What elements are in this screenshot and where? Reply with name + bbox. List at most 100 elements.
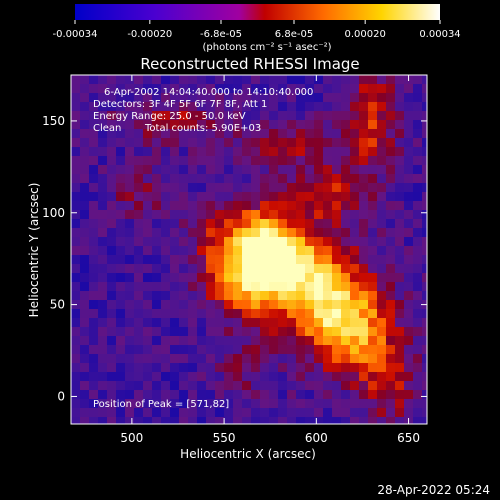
heatmap-cell [215, 318, 225, 328]
heatmap-cell [125, 291, 135, 301]
heatmap-cell [80, 309, 90, 319]
heatmap-cell [251, 327, 261, 337]
heatmap-cell [80, 327, 90, 337]
heatmap-cell [197, 228, 207, 238]
heatmap-cell [143, 129, 153, 139]
heatmap-cell [314, 372, 324, 382]
heatmap-cell [377, 210, 387, 220]
heatmap-cell [143, 309, 153, 319]
heatmap-cell [305, 102, 315, 112]
heatmap-cell [386, 192, 396, 202]
heatmap-cell [278, 111, 288, 121]
heatmap-cell [422, 201, 427, 211]
heatmap-cell [98, 147, 108, 157]
heatmap-cell [206, 84, 216, 94]
heatmap-cell [89, 156, 99, 166]
heatmap-cell [395, 147, 405, 157]
heatmap-cell [404, 210, 414, 220]
heatmap-cell [143, 354, 153, 364]
heatmap-cell [251, 246, 261, 256]
heatmap-cell [170, 111, 180, 121]
heatmap-cell [350, 354, 360, 364]
heatmap-cell [80, 84, 90, 94]
heatmap-cell [152, 282, 162, 292]
heatmap-cell [80, 156, 90, 166]
heatmap-cell [152, 417, 162, 424]
heatmap-cell [278, 408, 288, 418]
heatmap-cell [251, 219, 261, 229]
heatmap-cell [413, 381, 423, 391]
heatmap-cell [242, 102, 252, 112]
heatmap-cell [188, 246, 198, 256]
heatmap-cell [260, 408, 270, 418]
heatmap-cell [269, 255, 279, 265]
heatmap-cell [422, 417, 427, 424]
heatmap-cell [359, 381, 369, 391]
heatmap-cell [314, 84, 324, 94]
heatmap-cell [251, 165, 261, 175]
heatmap-cell [134, 102, 144, 112]
heatmap-cell [125, 327, 135, 337]
heatmap-cell [71, 354, 81, 364]
heatmap-cell [251, 75, 261, 85]
heatmap-cell [341, 165, 351, 175]
heatmap-cell [188, 291, 198, 301]
heatmap-cell [332, 273, 342, 283]
heatmap-cell [206, 291, 216, 301]
heatmap-cell [233, 318, 243, 328]
heatmap-cell [197, 336, 207, 346]
heatmap-cell [332, 345, 342, 355]
heatmap-cell [350, 408, 360, 418]
heatmap-cell [107, 246, 117, 256]
heatmap-cell [116, 192, 126, 202]
heatmap-cell [278, 255, 288, 265]
heatmap-cell [170, 138, 180, 148]
heatmap-cell [188, 336, 198, 346]
heatmap-cell [179, 237, 189, 247]
heatmap-cell [188, 354, 198, 364]
heatmap-cell [206, 282, 216, 292]
heatmap-cell [116, 102, 126, 112]
heatmap-cell [359, 228, 369, 238]
heatmap-cell [233, 336, 243, 346]
heatmap-cell [179, 282, 189, 292]
heatmap-cell [395, 300, 405, 310]
heatmap-cell [386, 399, 396, 409]
heatmap-cell [170, 165, 180, 175]
heatmap-cell [224, 255, 234, 265]
heatmap-cell [134, 273, 144, 283]
heatmap-cell [116, 408, 126, 418]
heatmap-cell [170, 273, 180, 283]
heatmap-cell [422, 345, 427, 355]
heatmap-cell [206, 354, 216, 364]
heatmap-cell [116, 237, 126, 247]
heatmap-cell [377, 408, 387, 418]
heatmap-cell [107, 309, 117, 319]
heatmap-cell [359, 219, 369, 229]
heatmap-cell [296, 363, 306, 373]
heatmap-cell [269, 318, 279, 328]
heatmap-cell [125, 228, 135, 238]
heatmap-cell [143, 417, 153, 424]
heatmap-cell [404, 201, 414, 211]
heatmap-cell [314, 300, 324, 310]
heatmap-cell [395, 165, 405, 175]
heatmap-cell [206, 309, 216, 319]
heatmap-cell [323, 138, 333, 148]
heatmap-cell [404, 309, 414, 319]
heatmap-cell [188, 138, 198, 148]
heatmap-cell [341, 417, 351, 424]
heatmap-cell [170, 417, 180, 424]
heatmap-cell [98, 246, 108, 256]
heatmap-cell [251, 138, 261, 148]
heatmap-cell [260, 156, 270, 166]
heatmap-cell [107, 399, 117, 409]
heatmap-cell [341, 390, 351, 400]
heatmap-cell [395, 111, 405, 121]
heatmap-cell [278, 210, 288, 220]
heatmap-cell [350, 417, 360, 424]
heatmap-cell [377, 327, 387, 337]
heatmap-cell [404, 93, 414, 103]
heatmap-cell [107, 291, 117, 301]
